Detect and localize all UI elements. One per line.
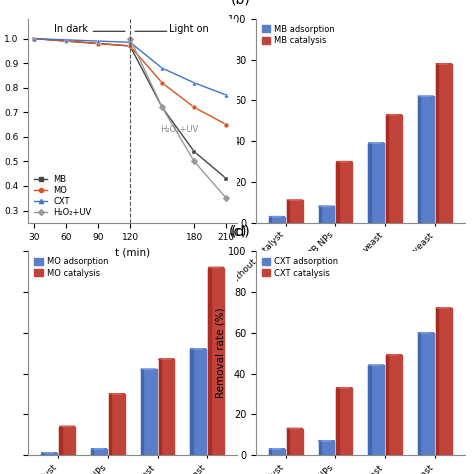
Bar [337,162,352,223]
MB [95,41,101,46]
MO [31,36,36,41]
CXT [223,92,229,98]
Bar [386,115,402,223]
CXT [191,80,197,86]
Bar [141,369,156,455]
MB [31,36,36,41]
H2O2+UV [191,158,197,164]
Legend: MB adsorption, MB catalysis: MB adsorption, MB catalysis [260,23,337,47]
MO [159,80,165,86]
Text: In dark: In dark [54,24,88,34]
Bar [269,217,271,223]
Bar [191,349,193,455]
Bar [319,441,321,455]
CXT [95,38,101,44]
Bar [319,207,335,223]
MO [95,41,101,46]
Legend: CXT adsorption, CXT catalysis: CXT adsorption, CXT catalysis [260,255,340,279]
Legend: MO adsorption, MO catalysis: MO adsorption, MO catalysis [33,255,110,279]
CXT [159,65,165,71]
Bar [368,143,384,223]
Bar [287,201,302,223]
CXT [31,36,36,41]
Bar [436,64,452,223]
MB [223,176,229,182]
CXT [127,39,133,45]
Bar [208,267,224,455]
Bar [319,441,335,455]
Bar [141,369,143,455]
MO [63,38,69,44]
Legend: MB, MO, CXT, H₂O₂+UV: MB, MO, CXT, H₂O₂+UV [33,173,93,219]
Bar [436,308,452,455]
MO [191,105,197,110]
Bar [368,143,371,223]
Bar [59,427,62,455]
Bar [59,427,75,455]
Text: (c): (c) [229,225,247,239]
Bar [319,207,321,223]
H2O2+UV [159,105,165,110]
Bar [158,359,161,455]
MB [127,43,133,49]
Bar [287,201,289,223]
Bar [418,333,434,455]
Bar [158,359,174,455]
Text: H₂O₂+UV: H₂O₂+UV [160,125,198,134]
Text: Light on: Light on [169,24,209,34]
Bar [386,115,389,223]
Line: MB: MB [31,36,229,181]
Bar [109,394,125,455]
Bar [109,394,111,455]
Bar [287,428,302,455]
Bar [269,217,285,223]
Line: CXT: CXT [31,36,229,98]
X-axis label: t (min): t (min) [115,247,150,257]
CXT [63,37,69,43]
Y-axis label: Removal rate (%): Removal rate (%) [215,75,225,166]
Bar [41,453,57,455]
Text: (d): (d) [231,225,251,239]
Bar [91,449,93,455]
Bar [337,388,352,455]
Bar [418,96,434,223]
Bar [269,449,271,455]
Bar [337,162,339,223]
Bar [287,428,289,455]
Bar [418,333,420,455]
Bar [368,365,384,455]
Bar [91,449,107,455]
Line: H2O2+UV: H2O2+UV [128,36,229,201]
Bar [41,453,44,455]
H2O2+UV [223,195,229,201]
Bar [368,365,371,455]
Bar [386,355,389,455]
H2O2+UV [127,36,133,41]
MO [127,43,133,49]
Bar [386,355,402,455]
Bar [208,267,210,455]
Line: MO: MO [31,36,229,127]
Y-axis label: Removal rate (%): Removal rate (%) [215,308,225,399]
Bar [436,64,438,223]
Bar [418,96,420,223]
Bar [191,349,206,455]
MB [63,38,69,44]
MB [159,105,165,110]
Bar [269,449,285,455]
Bar [337,388,339,455]
MO [223,122,229,128]
MB [191,149,197,155]
Bar [436,308,438,455]
Text: (b): (b) [231,0,251,7]
